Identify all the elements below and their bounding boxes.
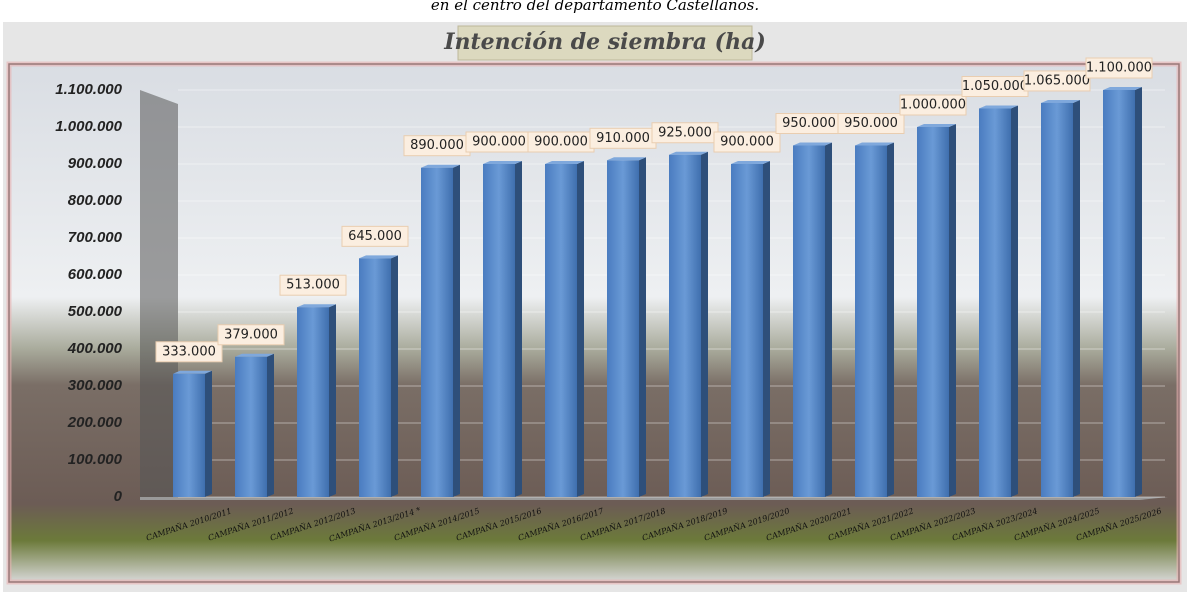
y-tick-label: 1.000.000 bbox=[55, 118, 122, 135]
y-tick-label: 600.000 bbox=[68, 266, 123, 283]
y-tick-label: 1.100.000 bbox=[55, 81, 122, 98]
bar bbox=[359, 258, 391, 497]
bar-side bbox=[577, 161, 584, 497]
bar bbox=[855, 146, 887, 498]
y-tick-label: 800.000 bbox=[68, 192, 123, 209]
bar bbox=[545, 164, 577, 497]
bar bbox=[235, 357, 267, 497]
y-tick-label: 900.000 bbox=[68, 155, 123, 172]
bar bbox=[421, 168, 453, 497]
bar-side bbox=[515, 161, 522, 497]
y-tick-label: 200.000 bbox=[67, 414, 123, 431]
bar-side bbox=[391, 255, 398, 497]
caption: en el centro del departamento Castellano… bbox=[431, 0, 759, 14]
bar-side bbox=[639, 157, 646, 497]
bar bbox=[917, 127, 949, 497]
bar-side bbox=[825, 143, 832, 498]
chart-title: Intención de siembra (ha) bbox=[443, 29, 766, 55]
value-label: 890.000 bbox=[410, 138, 464, 153]
bar bbox=[979, 109, 1011, 498]
bar bbox=[297, 307, 329, 497]
value-label: 1.100.000 bbox=[1086, 61, 1152, 76]
value-label: 379.000 bbox=[224, 327, 278, 342]
bar bbox=[483, 164, 515, 497]
side-wall bbox=[140, 90, 178, 497]
value-label: 900.000 bbox=[534, 135, 588, 150]
value-label: 1.050.000 bbox=[962, 79, 1028, 94]
bar-side bbox=[205, 371, 212, 497]
value-label: 950.000 bbox=[844, 116, 898, 131]
value-label: 925.000 bbox=[658, 125, 712, 140]
bar-side bbox=[267, 354, 274, 497]
bar-side bbox=[949, 124, 956, 497]
y-tick-label: 700.000 bbox=[68, 229, 123, 246]
bar-side bbox=[1011, 106, 1018, 498]
bar-side bbox=[1135, 87, 1142, 497]
value-label: 910.000 bbox=[596, 131, 650, 146]
value-label: 950.000 bbox=[782, 116, 836, 131]
value-label: 900.000 bbox=[720, 135, 774, 150]
y-tick-label: 300.000 bbox=[68, 377, 123, 394]
bar-side bbox=[887, 143, 894, 498]
value-label: 1.065.000 bbox=[1024, 73, 1090, 88]
y-tick-label: 500.000 bbox=[68, 303, 123, 320]
bar-side bbox=[329, 304, 336, 497]
value-label: 513.000 bbox=[286, 278, 340, 293]
y-tick-label: 400.000 bbox=[67, 340, 123, 357]
y-tick-label: 0 bbox=[114, 488, 123, 505]
bar bbox=[731, 164, 763, 497]
value-label: 645.000 bbox=[348, 229, 402, 244]
chart: en el centro del departamento Castellano… bbox=[0, 0, 1190, 594]
bar bbox=[607, 160, 639, 497]
bar bbox=[793, 146, 825, 498]
bar-side bbox=[701, 152, 708, 497]
bar bbox=[173, 374, 205, 497]
value-label: 333.000 bbox=[162, 344, 216, 359]
value-label: 900.000 bbox=[472, 135, 526, 150]
bar bbox=[669, 155, 701, 497]
value-label: 1.000.000 bbox=[900, 98, 966, 113]
bar-side bbox=[1073, 100, 1080, 497]
y-tick-label: 100.000 bbox=[68, 451, 123, 468]
bar bbox=[1041, 103, 1073, 497]
bar bbox=[1103, 90, 1135, 497]
page: en el centro del departamento Castellano… bbox=[0, 0, 1190, 594]
bar-side bbox=[763, 161, 770, 497]
bar-side bbox=[453, 165, 460, 497]
